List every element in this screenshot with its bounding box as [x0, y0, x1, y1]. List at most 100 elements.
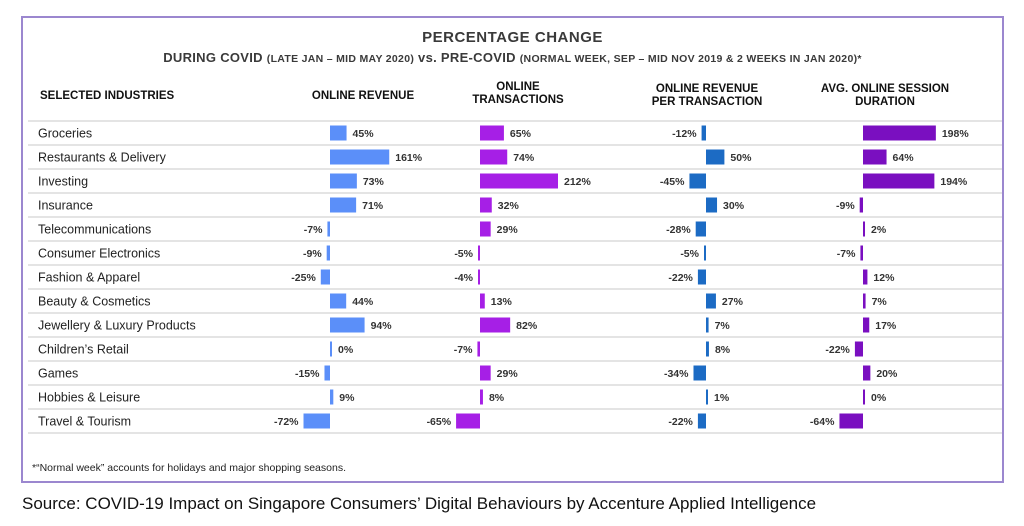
data-label: -5% — [454, 248, 473, 260]
data-label: -22% — [668, 416, 693, 428]
bar — [863, 221, 865, 237]
bar — [330, 293, 347, 309]
data-label: 7% — [715, 320, 731, 332]
bar — [706, 389, 708, 405]
data-label: -5% — [680, 248, 699, 260]
footnote: *“Normal week” accounts for holidays and… — [32, 462, 346, 474]
category-label: Games — [38, 367, 78, 381]
data-label: -65% — [427, 416, 452, 428]
chart-title: PERCENTAGE CHANGE — [422, 29, 603, 46]
data-label: 29% — [497, 224, 519, 236]
bar — [480, 293, 485, 309]
bar — [706, 293, 716, 309]
bar — [330, 125, 347, 141]
data-label: -15% — [295, 368, 320, 380]
data-label: 161% — [395, 152, 423, 164]
data-label: 0% — [338, 344, 354, 356]
bar — [854, 341, 863, 357]
data-label: 73% — [363, 176, 385, 188]
online-transactions-header: ONLINE TRANSACTIONS — [472, 81, 564, 106]
data-label: 45% — [353, 128, 375, 140]
bar — [480, 173, 558, 189]
bar — [704, 245, 706, 261]
bar — [695, 221, 706, 237]
data-label: 194% — [940, 176, 968, 188]
bar — [480, 365, 491, 381]
data-label: 29% — [497, 368, 519, 380]
bar — [320, 269, 330, 285]
data-label: -7% — [454, 344, 473, 356]
category-label: Jewellery & Luxury Products — [38, 319, 196, 333]
data-label: 9% — [339, 392, 355, 404]
data-label: -45% — [660, 176, 685, 188]
category-label: Investing — [38, 175, 88, 189]
data-label: -12% — [672, 128, 697, 140]
session-duration-header: AVG. ONLINE SESSION DURATION — [820, 83, 950, 108]
bar — [303, 413, 330, 429]
industries-header: SELECTED INDUSTRIES — [40, 90, 175, 102]
bar — [706, 317, 709, 333]
data-label: -9% — [836, 200, 855, 212]
bar — [706, 149, 725, 165]
bar — [839, 413, 863, 429]
category-label: Consumer Electronics — [38, 247, 160, 261]
online-revenue-header: ONLINE REVENUE — [311, 90, 415, 102]
data-label: -72% — [274, 416, 299, 428]
bar — [480, 221, 491, 237]
chart-frame — [21, 16, 1004, 483]
category-label: Travel & Tourism — [38, 415, 131, 429]
bar — [477, 341, 480, 357]
category-label: Beauty & Cosmetics — [38, 295, 151, 309]
bar — [327, 221, 330, 237]
bar — [330, 317, 365, 333]
category-label: Children’s Retail — [38, 343, 129, 357]
bar — [480, 317, 511, 333]
data-label: 82% — [516, 320, 538, 332]
category-label: Hobbies & Leisure — [38, 391, 140, 405]
bar — [456, 413, 480, 429]
bar — [478, 245, 480, 261]
data-label: -25% — [291, 272, 316, 284]
revenue-per-transaction-header: ONLINE REVENUE PER TRANSACTION — [651, 83, 763, 108]
bar — [480, 149, 508, 165]
category-label: Telecommunications — [38, 223, 151, 237]
data-label: 212% — [564, 176, 592, 188]
bar — [863, 269, 868, 285]
source-text: Source: COVID-19 Impact on Singapore Con… — [22, 494, 817, 513]
category-label: Restaurants & Delivery — [38, 151, 167, 165]
data-label: -7% — [304, 224, 323, 236]
data-label: 20% — [876, 368, 898, 380]
data-label: 94% — [371, 320, 393, 332]
data-label: -22% — [668, 272, 693, 284]
data-label: -64% — [810, 416, 835, 428]
bar — [863, 173, 935, 189]
data-label: 50% — [730, 152, 752, 164]
bar — [693, 365, 706, 381]
bar — [706, 341, 709, 357]
data-label: 44% — [352, 296, 374, 308]
bar — [480, 125, 504, 141]
data-label: 7% — [872, 296, 888, 308]
bar — [480, 389, 483, 405]
bar — [330, 149, 390, 165]
category-label: Fashion & Apparel — [38, 271, 140, 285]
data-label: 27% — [722, 296, 744, 308]
bar — [863, 365, 871, 381]
data-label: 74% — [513, 152, 535, 164]
bar — [706, 197, 718, 213]
data-label: 30% — [723, 200, 745, 212]
data-label: 12% — [873, 272, 895, 284]
bar — [480, 197, 492, 213]
bar — [701, 125, 706, 141]
bar — [330, 389, 334, 405]
data-label: 1% — [714, 392, 730, 404]
bar — [330, 173, 357, 189]
bar — [697, 269, 706, 285]
data-label: 13% — [491, 296, 513, 308]
data-label: 198% — [942, 128, 970, 140]
bar — [330, 197, 357, 213]
data-label: 0% — [871, 392, 887, 404]
bar — [324, 365, 330, 381]
bar — [859, 197, 863, 213]
